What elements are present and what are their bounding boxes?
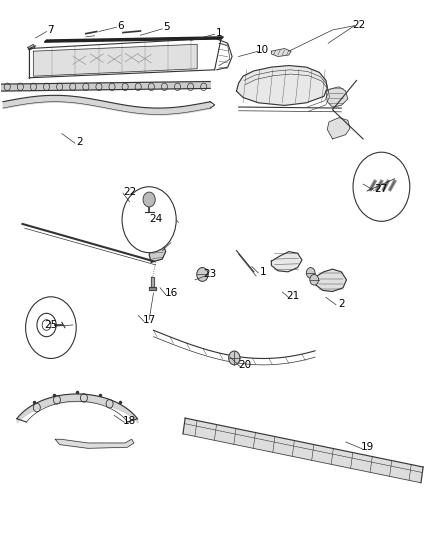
Text: 21: 21 [286, 290, 300, 301]
Polygon shape [149, 245, 166, 262]
Circle shape [306, 268, 315, 278]
Text: 22: 22 [352, 20, 365, 30]
Circle shape [143, 192, 155, 207]
Text: 23: 23 [204, 270, 217, 279]
Polygon shape [55, 439, 134, 448]
Polygon shape [151, 277, 154, 287]
Polygon shape [183, 418, 423, 483]
Text: 1: 1 [259, 267, 266, 277]
Polygon shape [326, 87, 348, 107]
Text: 18: 18 [123, 416, 136, 426]
Circle shape [353, 152, 410, 221]
Text: 27: 27 [374, 184, 387, 195]
Circle shape [229, 351, 240, 365]
Text: 17: 17 [142, 314, 156, 325]
Polygon shape [237, 66, 327, 106]
Text: 19: 19 [361, 442, 374, 452]
Polygon shape [28, 44, 35, 50]
Text: 25: 25 [44, 320, 57, 330]
Polygon shape [272, 252, 302, 272]
Text: 20: 20 [239, 360, 252, 370]
Polygon shape [315, 269, 346, 292]
Text: 24: 24 [149, 214, 162, 224]
Polygon shape [1, 82, 210, 91]
Circle shape [122, 187, 176, 253]
Text: 1: 1 [215, 28, 223, 38]
Text: 7: 7 [48, 25, 54, 35]
Circle shape [25, 297, 76, 359]
Text: 5: 5 [163, 22, 170, 33]
Polygon shape [44, 37, 223, 42]
Polygon shape [33, 44, 197, 76]
Circle shape [310, 274, 318, 285]
Text: 16: 16 [164, 288, 177, 298]
Circle shape [197, 268, 208, 281]
Polygon shape [327, 118, 350, 139]
Text: 10: 10 [256, 45, 269, 54]
Text: 22: 22 [123, 187, 136, 197]
Polygon shape [149, 287, 156, 290]
Polygon shape [272, 49, 291, 56]
Text: 2: 2 [338, 298, 345, 309]
Text: 6: 6 [117, 21, 124, 31]
Text: 2: 2 [76, 136, 83, 147]
